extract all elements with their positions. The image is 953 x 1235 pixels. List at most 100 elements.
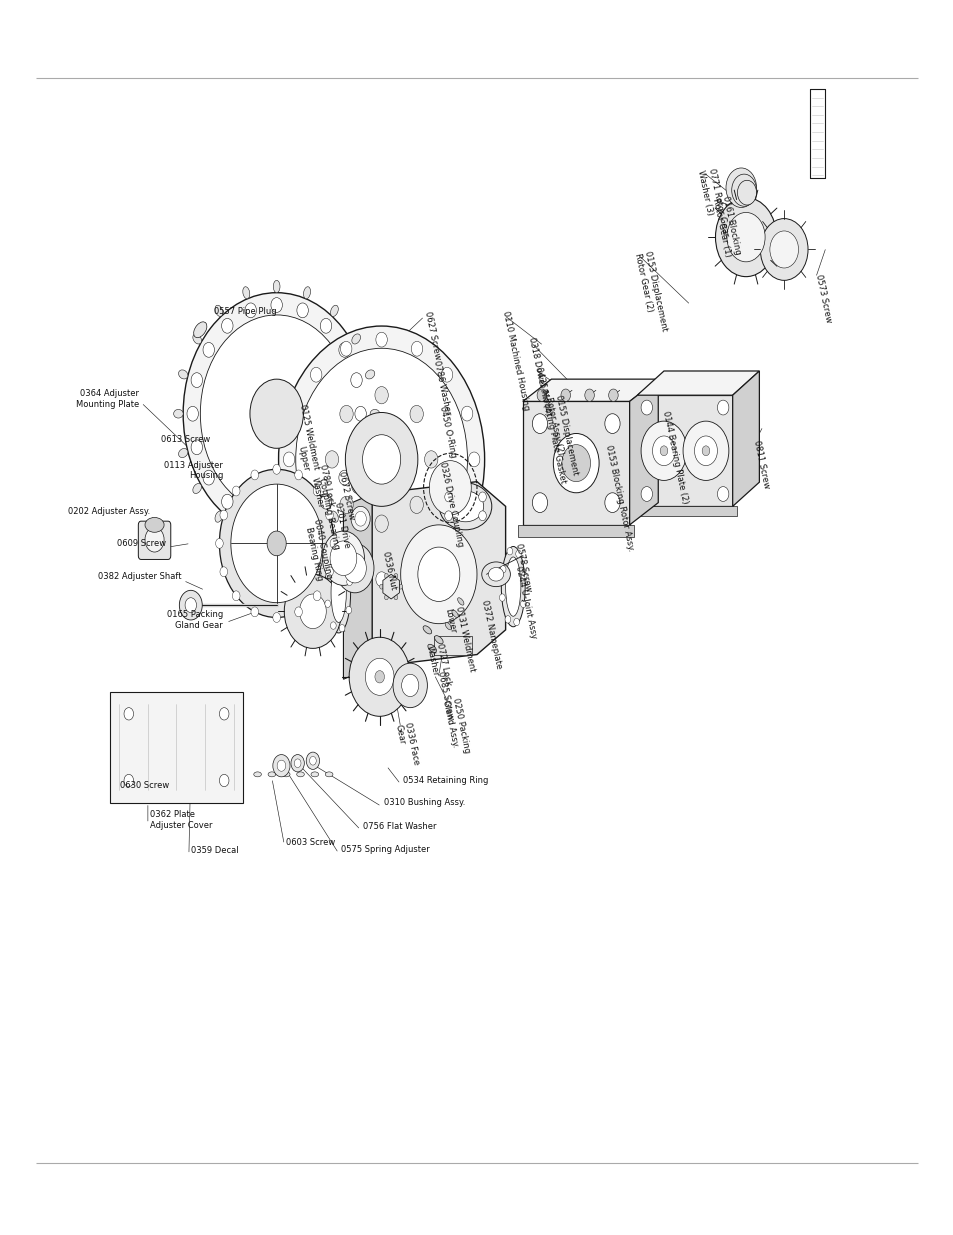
Circle shape (532, 414, 547, 433)
Ellipse shape (303, 287, 310, 299)
FancyBboxPatch shape (434, 636, 472, 655)
Ellipse shape (273, 280, 280, 293)
Circle shape (441, 537, 453, 552)
Text: 0557 Pipe Plug: 0557 Pipe Plug (213, 306, 276, 316)
Circle shape (351, 373, 362, 388)
Circle shape (401, 674, 418, 697)
Circle shape (441, 367, 453, 382)
Circle shape (219, 469, 334, 618)
Circle shape (410, 405, 423, 422)
Circle shape (349, 637, 410, 716)
Circle shape (478, 492, 486, 501)
Text: 0359 Decal: 0359 Decal (191, 846, 238, 856)
Ellipse shape (422, 626, 432, 634)
Circle shape (338, 471, 350, 485)
Circle shape (291, 755, 304, 772)
Ellipse shape (268, 772, 275, 777)
Text: 0534 Retaining Ring: 0534 Retaining Ring (402, 776, 487, 785)
Circle shape (340, 341, 352, 356)
Circle shape (339, 496, 353, 514)
Ellipse shape (282, 772, 290, 777)
Circle shape (375, 671, 384, 683)
Circle shape (310, 367, 321, 382)
Circle shape (215, 538, 223, 548)
Circle shape (682, 421, 728, 480)
Circle shape (346, 606, 352, 614)
Circle shape (145, 527, 164, 552)
Circle shape (271, 515, 282, 530)
Text: 0244 U-Joint Assy: 0244 U-Joint Assy (513, 564, 537, 638)
Circle shape (561, 445, 590, 482)
Text: 0144 Bearing Plate (2): 0144 Bearing Plate (2) (660, 410, 689, 505)
Circle shape (659, 446, 667, 456)
Circle shape (468, 452, 479, 467)
Ellipse shape (370, 410, 379, 417)
Text: 0155 Displacement
Rotor Assy (2): 0155 Displacement Rotor Assy (2) (543, 394, 579, 478)
Circle shape (365, 658, 394, 695)
Text: 0613 Screw: 0613 Screw (160, 435, 210, 445)
Text: 0789 Lock
Washer: 0789 Lock Washer (308, 463, 335, 510)
Circle shape (411, 563, 422, 578)
Polygon shape (637, 370, 759, 395)
Text: 0573 Screw: 0573 Screw (813, 273, 832, 324)
Circle shape (187, 406, 198, 421)
Circle shape (310, 537, 321, 552)
Text: 0326 Drive Coupling: 0326 Drive Coupling (437, 461, 464, 547)
Ellipse shape (326, 552, 351, 632)
Polygon shape (637, 395, 732, 506)
Polygon shape (343, 494, 372, 679)
Circle shape (220, 567, 228, 577)
Ellipse shape (296, 772, 304, 777)
Ellipse shape (434, 636, 443, 643)
Circle shape (183, 293, 370, 535)
Circle shape (604, 493, 619, 513)
Circle shape (179, 590, 202, 620)
Circle shape (640, 400, 652, 415)
Text: 0811 Screw: 0811 Screw (751, 440, 770, 490)
Text: 0362 Plate
Adjuster Cover: 0362 Plate Adjuster Cover (150, 810, 213, 830)
Ellipse shape (214, 305, 223, 316)
Text: 0382 Adjuster Shaft: 0382 Adjuster Shaft (97, 572, 181, 582)
Circle shape (220, 510, 228, 520)
Circle shape (516, 550, 521, 557)
Circle shape (267, 531, 286, 556)
Circle shape (514, 619, 519, 626)
Ellipse shape (365, 448, 375, 457)
Circle shape (233, 590, 240, 600)
Text: 0685 Screw: 0685 Screw (436, 671, 455, 721)
Ellipse shape (501, 546, 524, 627)
FancyBboxPatch shape (632, 506, 737, 516)
Text: 0786 Washer: 0786 Washer (432, 359, 453, 416)
Circle shape (351, 506, 370, 531)
Circle shape (325, 600, 331, 608)
Circle shape (284, 574, 341, 648)
Circle shape (296, 510, 308, 525)
Circle shape (200, 315, 353, 513)
Ellipse shape (438, 483, 492, 530)
Circle shape (296, 303, 308, 317)
Circle shape (231, 484, 322, 603)
Circle shape (717, 487, 728, 501)
Circle shape (737, 180, 756, 205)
FancyBboxPatch shape (138, 521, 171, 559)
Circle shape (191, 373, 202, 388)
Circle shape (429, 461, 471, 515)
Text: 0450 O-Ring: 0450 O-Ring (437, 405, 457, 458)
Circle shape (245, 510, 256, 525)
Circle shape (219, 708, 229, 720)
Ellipse shape (488, 568, 503, 582)
Ellipse shape (445, 622, 451, 630)
Circle shape (185, 598, 196, 613)
Ellipse shape (452, 610, 457, 618)
Circle shape (325, 451, 338, 468)
Circle shape (325, 567, 333, 577)
Circle shape (320, 494, 332, 509)
Circle shape (731, 174, 756, 206)
Circle shape (346, 578, 352, 585)
Text: 0113 Adjuster
Housing: 0113 Adjuster Housing (164, 461, 223, 480)
Circle shape (379, 584, 383, 589)
Circle shape (608, 389, 618, 401)
Polygon shape (522, 401, 629, 525)
Circle shape (478, 511, 486, 521)
Ellipse shape (243, 287, 250, 299)
